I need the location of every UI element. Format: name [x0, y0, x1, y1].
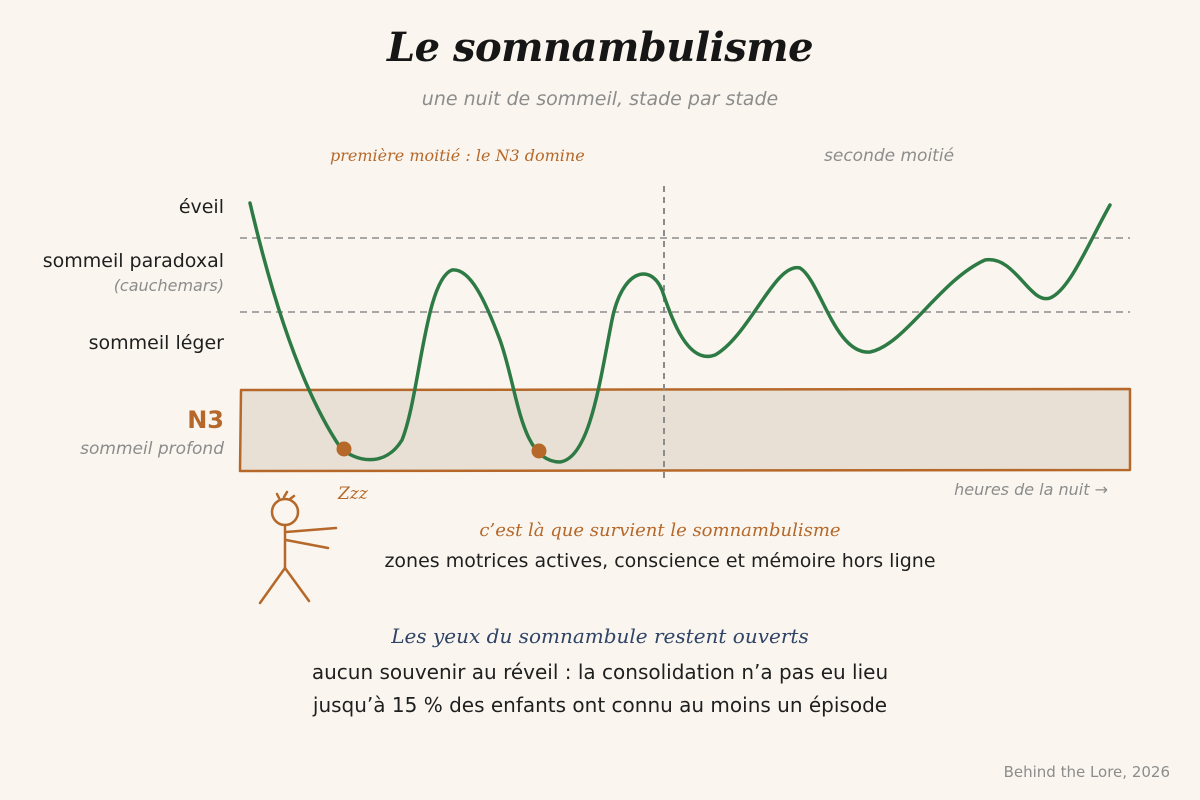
page-title: Le somnambulisme — [386, 24, 814, 71]
sleepwalker-icon — [258, 490, 338, 605]
page-subtitle: une nuit de sommeil, stade par stade — [421, 88, 779, 110]
stage-note-deep: sommeil profond — [80, 439, 224, 459]
callout-title: c’est là que survient le somnambulisme — [479, 520, 841, 541]
stage-note-rem: (cauchemars) — [113, 276, 224, 295]
first-half-label: première moitié : le N3 domine — [330, 146, 585, 165]
fact-line: jusqu’à 15 % des enfants ont connu au mo… — [312, 693, 888, 717]
episode-marker — [531, 443, 547, 459]
facts-heading: Les yeux du somnambule restent ouverts — [391, 624, 809, 648]
snore-label: Zzz — [338, 484, 368, 504]
credit: Behind the Lore, 2026 — [1003, 763, 1170, 781]
hypnogram-curve — [248, 201, 1112, 464]
x-axis-label: heures de la nuit → — [954, 480, 1108, 499]
stage-label-rem: sommeil paradoxal — [42, 250, 224, 272]
fact-line: aucun souvenir au réveil : la consolidat… — [311, 660, 889, 684]
second-half-label: seconde moitié — [824, 146, 955, 166]
deep-sleep-band — [238, 387, 1132, 473]
stage-label-wake: éveil — [178, 196, 224, 218]
callout-text: zones motrices actives, conscience et mé… — [384, 550, 936, 572]
stage-label-light: sommeil léger — [88, 332, 224, 354]
stage-label-deep: N3 — [187, 406, 224, 434]
episode-marker — [336, 441, 352, 457]
